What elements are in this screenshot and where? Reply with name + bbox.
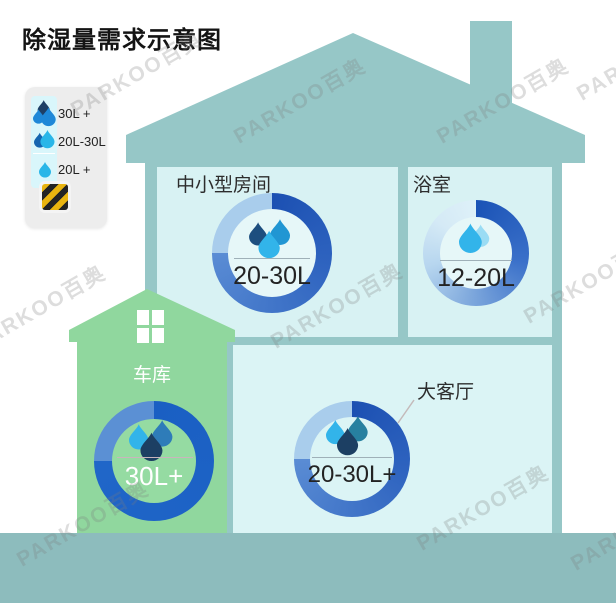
drops-garage-icon xyxy=(129,420,173,461)
ground-band xyxy=(0,533,616,603)
room-label-medium: 中小型房间 xyxy=(176,175,272,196)
drops-living-icon xyxy=(326,416,368,456)
donut-divider xyxy=(440,260,512,261)
donut-value-bathroom: 12-20L xyxy=(437,264,515,292)
legend-separator xyxy=(33,153,55,154)
legend-item-20-30l: 20L-30L xyxy=(58,134,106,149)
room-label-living: 大客厅 xyxy=(417,382,475,403)
drops-bathroom-icon xyxy=(459,223,490,253)
donut-bathroom xyxy=(423,200,529,306)
donut-value-medium: 20-30L xyxy=(233,262,311,290)
living-room-callout-line xyxy=(397,399,415,424)
drops-two-icon xyxy=(34,130,55,149)
hazard-stripes-icon xyxy=(42,184,68,210)
legend-item-30l: 30L + xyxy=(58,106,91,121)
room-label-bathroom: 浴室 xyxy=(413,175,452,196)
donut-divider xyxy=(117,457,193,458)
drops-three-icon xyxy=(33,100,56,127)
legend-item-20l: 20L + xyxy=(58,162,91,177)
house-roof xyxy=(126,21,585,163)
drops-medium-icon xyxy=(249,219,291,259)
donut-garage xyxy=(94,401,214,521)
donut-value-garage: 30L+ xyxy=(124,461,184,491)
donut-hole xyxy=(440,217,512,289)
drop-single-icon xyxy=(39,162,51,178)
legend-box: 30L + 20L-30L 20L + xyxy=(25,87,107,228)
donut-divider xyxy=(312,457,392,458)
room-label-garage: 车库 xyxy=(132,365,171,386)
garage-window-icon xyxy=(137,310,164,343)
donut-value-living: 20-30L+ xyxy=(307,461,397,488)
roof-shape xyxy=(126,33,585,163)
donut-divider xyxy=(234,258,310,259)
page-title: 除湿量需求示意图 xyxy=(22,27,222,54)
